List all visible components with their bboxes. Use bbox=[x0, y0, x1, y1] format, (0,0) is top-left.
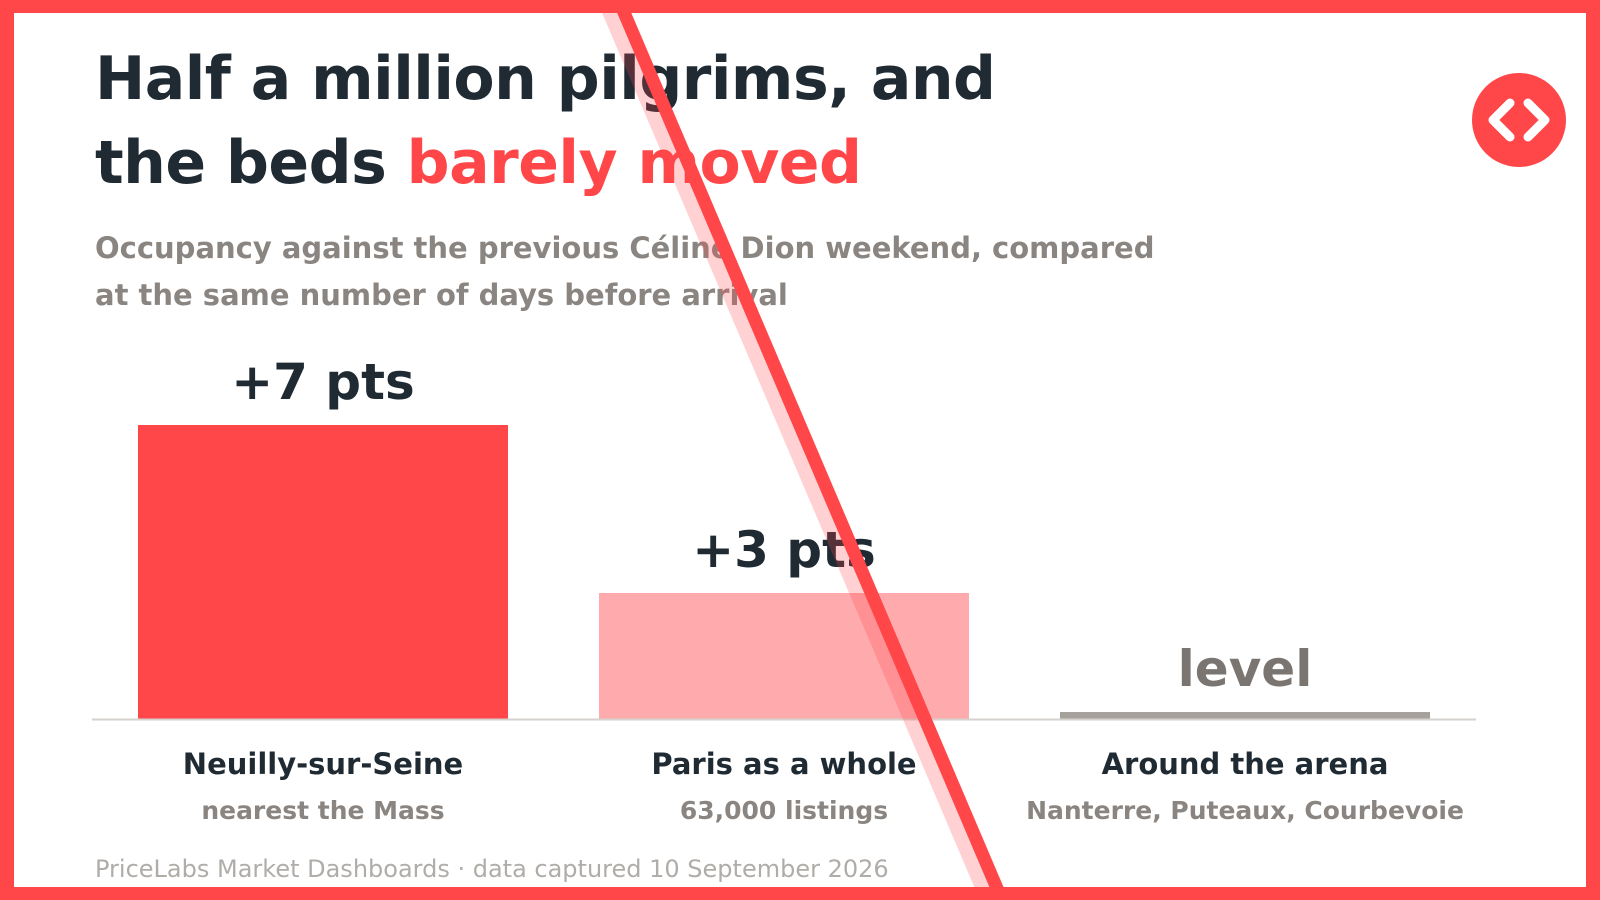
category-sublabel: 63,000 listings bbox=[680, 796, 888, 825]
bar-value-label: +3 pts bbox=[692, 521, 876, 579]
category-sublabel: Nanterre, Puteaux, Courbevoie bbox=[1026, 796, 1464, 825]
bar bbox=[599, 593, 969, 719]
code-brackets-icon bbox=[1472, 73, 1566, 167]
title-line-2-prefix: the beds bbox=[95, 128, 407, 198]
chart-card: Half a million pilgrims, and the beds ba… bbox=[14, 13, 1586, 887]
category-label: Neuilly-sur-Seine bbox=[183, 747, 463, 781]
category-label: Paris as a whole bbox=[651, 747, 916, 781]
category-sublabel: nearest the Mass bbox=[201, 796, 444, 825]
bar-value-label: +7 pts bbox=[231, 353, 415, 411]
category-label: Around the arena bbox=[1102, 747, 1389, 781]
source-note: PriceLabs Market Dashboards · data captu… bbox=[95, 855, 889, 883]
bar bbox=[138, 425, 508, 719]
bar bbox=[1060, 712, 1430, 719]
bar-value-label: level bbox=[1178, 640, 1313, 698]
bar-chart: +7 pts Neuilly-sur-Seine nearest the Mass +… bbox=[92, 353, 1476, 825]
